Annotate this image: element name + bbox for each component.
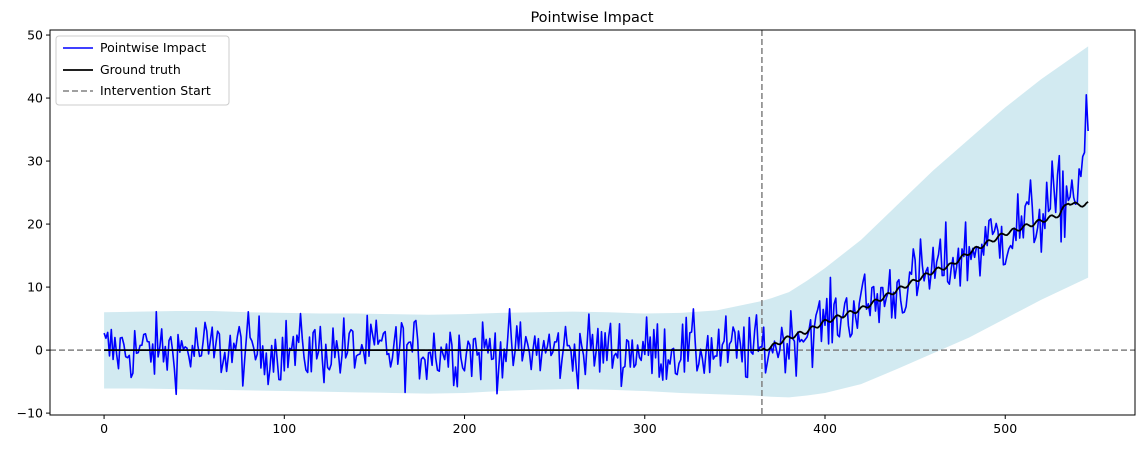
plot-area	[50, 30, 1135, 415]
y-tick-label: 10	[27, 280, 43, 295]
y-tick-label: 40	[27, 91, 43, 106]
legend-label-impact: Pointwise Impact	[100, 40, 206, 55]
y-tick-label: −10	[17, 406, 43, 421]
confidence-band	[104, 46, 1089, 398]
x-tick-label: 300	[633, 421, 657, 436]
ground-truth-line	[104, 201, 1089, 352]
pointwise-impact-line	[103, 94, 1089, 396]
x-tick-label: 0	[100, 421, 108, 436]
x-tick-label: 500	[993, 421, 1017, 436]
legend-label-intervention: Intervention Start	[100, 83, 211, 98]
legend-box	[55, 35, 230, 106]
x-axis: 0 100 200 300 400 500	[100, 415, 1017, 436]
legend: Pointwise Impact Ground truth Interventi…	[55, 35, 230, 106]
y-tick-label: 0	[35, 343, 43, 358]
chart-title: Pointwise Impact	[530, 10, 653, 26]
y-axis: −10 0 10 20 30 40 50	[17, 28, 50, 421]
legend-label-ground-truth: Ground truth	[100, 62, 181, 77]
x-tick-label: 400	[813, 421, 837, 436]
y-tick-label: 30	[27, 154, 43, 169]
plot-frame	[49, 29, 1136, 416]
x-tick-label: 100	[272, 421, 296, 436]
y-tick-label: 20	[27, 217, 43, 232]
x-tick-label: 200	[453, 421, 477, 436]
y-tick-label: 50	[27, 28, 43, 43]
